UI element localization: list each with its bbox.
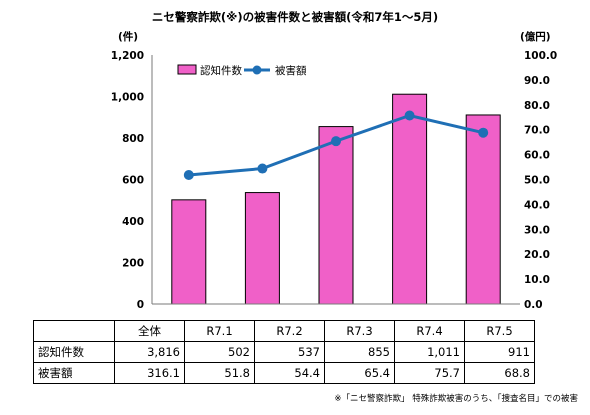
- left-tick-label: 400: [122, 216, 144, 228]
- right-tick-label: 50.0: [524, 175, 550, 187]
- left-axis-label: (件): [118, 30, 138, 43]
- left-tick-label: 200: [122, 258, 144, 270]
- combo-chart: 0 200 400 600 800 1,000 1,200 0.0 10.0 20.0 30.0 40…: [111, 30, 557, 311]
- line-point: [331, 136, 341, 147]
- table-header-total: 全体: [114, 320, 185, 342]
- right-tick-label: 70.0: [524, 125, 550, 137]
- table-cell: 537: [254, 341, 325, 363]
- right-tick-label: 0.0: [524, 299, 543, 311]
- bar: [244, 192, 280, 305]
- chart-title: ニセ警察詐欺(※)の被害件数と被害額(令和7年1〜5月): [151, 10, 439, 24]
- line-point: [183, 170, 194, 181]
- legend-swatch-bar: [177, 64, 197, 75]
- table-header-month: R7.2: [254, 320, 325, 342]
- table-cell: 75.7: [394, 362, 465, 384]
- table-cell: 68.8: [464, 362, 535, 384]
- table-cell: 51.8: [184, 362, 255, 384]
- table-cell: 911: [464, 341, 535, 363]
- footnote: ※「ニセ警察詐欺」 特殊詐欺被害のうち、「捜査名目」での被害: [334, 394, 578, 404]
- right-tick-label: 80.0: [524, 100, 550, 112]
- line-point: [257, 163, 268, 174]
- legend-label-cases: 認知件数: [200, 64, 242, 77]
- right-tick-label: 100.0: [524, 50, 557, 62]
- table-cell: 316.1: [114, 362, 185, 384]
- row-label-cases: 認知件数: [33, 341, 115, 363]
- table-header-month: R7.4: [394, 320, 465, 342]
- right-tick-label: 40.0: [524, 199, 550, 211]
- bar: [392, 93, 428, 305]
- bar: [171, 199, 207, 305]
- bar: [318, 126, 354, 305]
- data-table: 全体 R7.1 R7.2 R7.3 R7.4 R7.5 認知件数 3,816 5…: [33, 320, 535, 384]
- table-cell: 65.4: [324, 362, 395, 384]
- row-label-damage: 被害額: [33, 362, 115, 384]
- table-cell: 502: [184, 341, 255, 363]
- right-axis-label: (億円): [520, 30, 551, 43]
- table-header-month: R7.5: [464, 320, 535, 342]
- left-tick-label: 800: [122, 133, 144, 145]
- table-cell: 1,011: [394, 341, 465, 363]
- table-header-month: R7.3: [324, 320, 395, 342]
- line-point: [404, 110, 415, 121]
- right-tick-label: 20.0: [524, 249, 550, 261]
- legend-label-damage: 被害額: [275, 64, 307, 77]
- left-tick-label: 1,000: [111, 92, 144, 104]
- legend-swatch-marker: [252, 65, 262, 75]
- table-header-month: R7.1: [184, 320, 255, 342]
- left-tick-label: 600: [122, 175, 144, 187]
- table-row: 認知件数 3,816 502 537 855 1,011 911: [33, 341, 535, 363]
- plot-area: 0 200 400 600 800 1,000 1,200 0.0 10.0 20.0 30.0 40…: [111, 30, 557, 311]
- line-point: [478, 127, 489, 138]
- table-cell: 54.4: [254, 362, 325, 384]
- table-cell: 855: [324, 341, 395, 363]
- table-header-row: 全体 R7.1 R7.2 R7.3 R7.4 R7.5: [33, 320, 535, 342]
- table-cell: 3,816: [114, 341, 185, 363]
- right-tick-label: 30.0: [524, 224, 550, 236]
- left-tick-label: 0: [137, 299, 144, 311]
- right-tick-label: 10.0: [524, 274, 550, 286]
- table-row: 被害額 316.1 51.8 54.4 65.4 75.7 68.8: [33, 362, 535, 384]
- bar: [465, 114, 501, 305]
- table-corner-cell: [33, 320, 115, 342]
- left-tick-label: 1,200: [111, 50, 144, 62]
- right-tick-label: 90.0: [524, 75, 550, 87]
- right-tick-label: 60.0: [524, 150, 550, 162]
